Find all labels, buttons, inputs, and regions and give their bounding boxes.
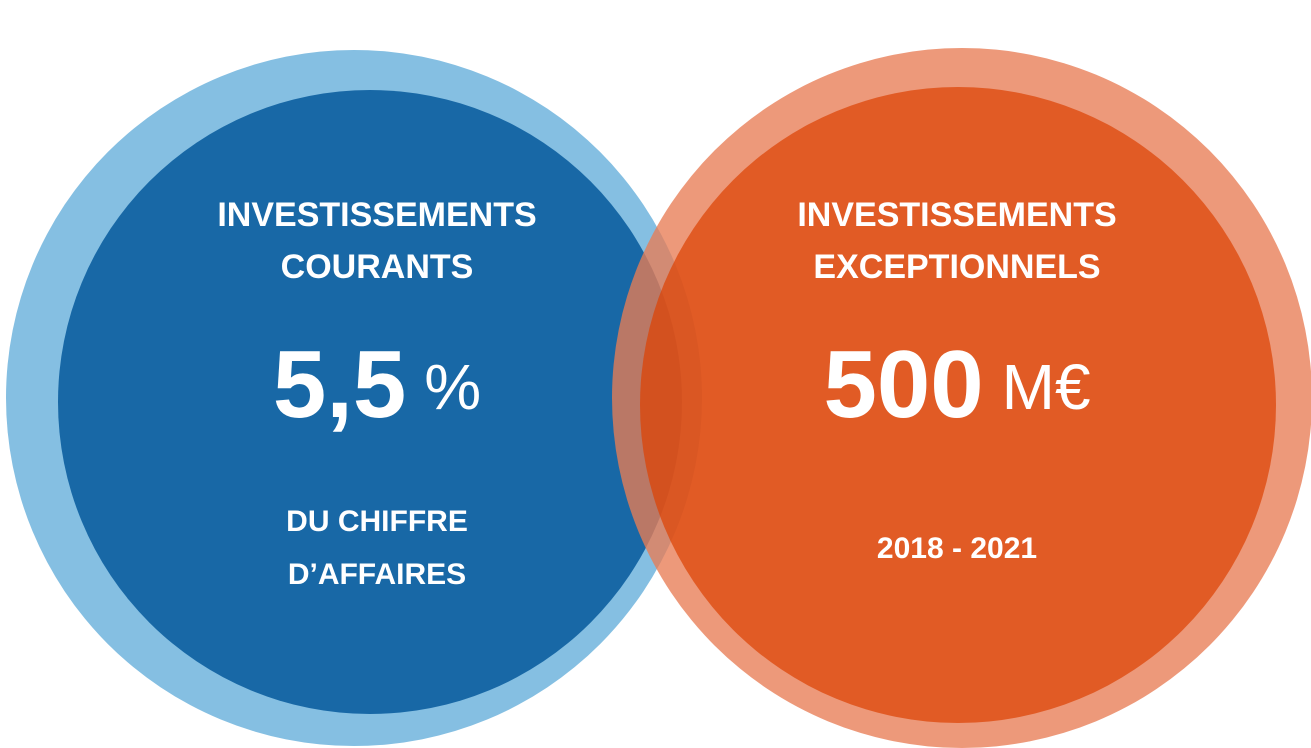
- key-figure: 5,5%: [273, 331, 481, 438]
- figure-value: 5,5: [273, 331, 406, 438]
- figure-unit: %: [424, 351, 481, 423]
- figure-value: 500: [823, 331, 983, 438]
- caption-line: D’AFFAIRES: [288, 558, 466, 591]
- left-inner-circle: [58, 90, 682, 714]
- heading-line: EXCEPTIONNELS: [813, 248, 1100, 286]
- key-figure: 500 M€: [823, 331, 1090, 438]
- heading-line: INVESTISSEMENTS: [797, 196, 1116, 234]
- figure-unit: M€: [1002, 351, 1091, 423]
- heading-line: COURANTS: [281, 248, 474, 286]
- heading-line: INVESTISSEMENTS: [217, 196, 536, 234]
- right-inner-circle: [640, 87, 1276, 723]
- caption-line: 2018 - 2021: [877, 532, 1037, 565]
- caption-line: DU CHIFFRE: [286, 505, 468, 538]
